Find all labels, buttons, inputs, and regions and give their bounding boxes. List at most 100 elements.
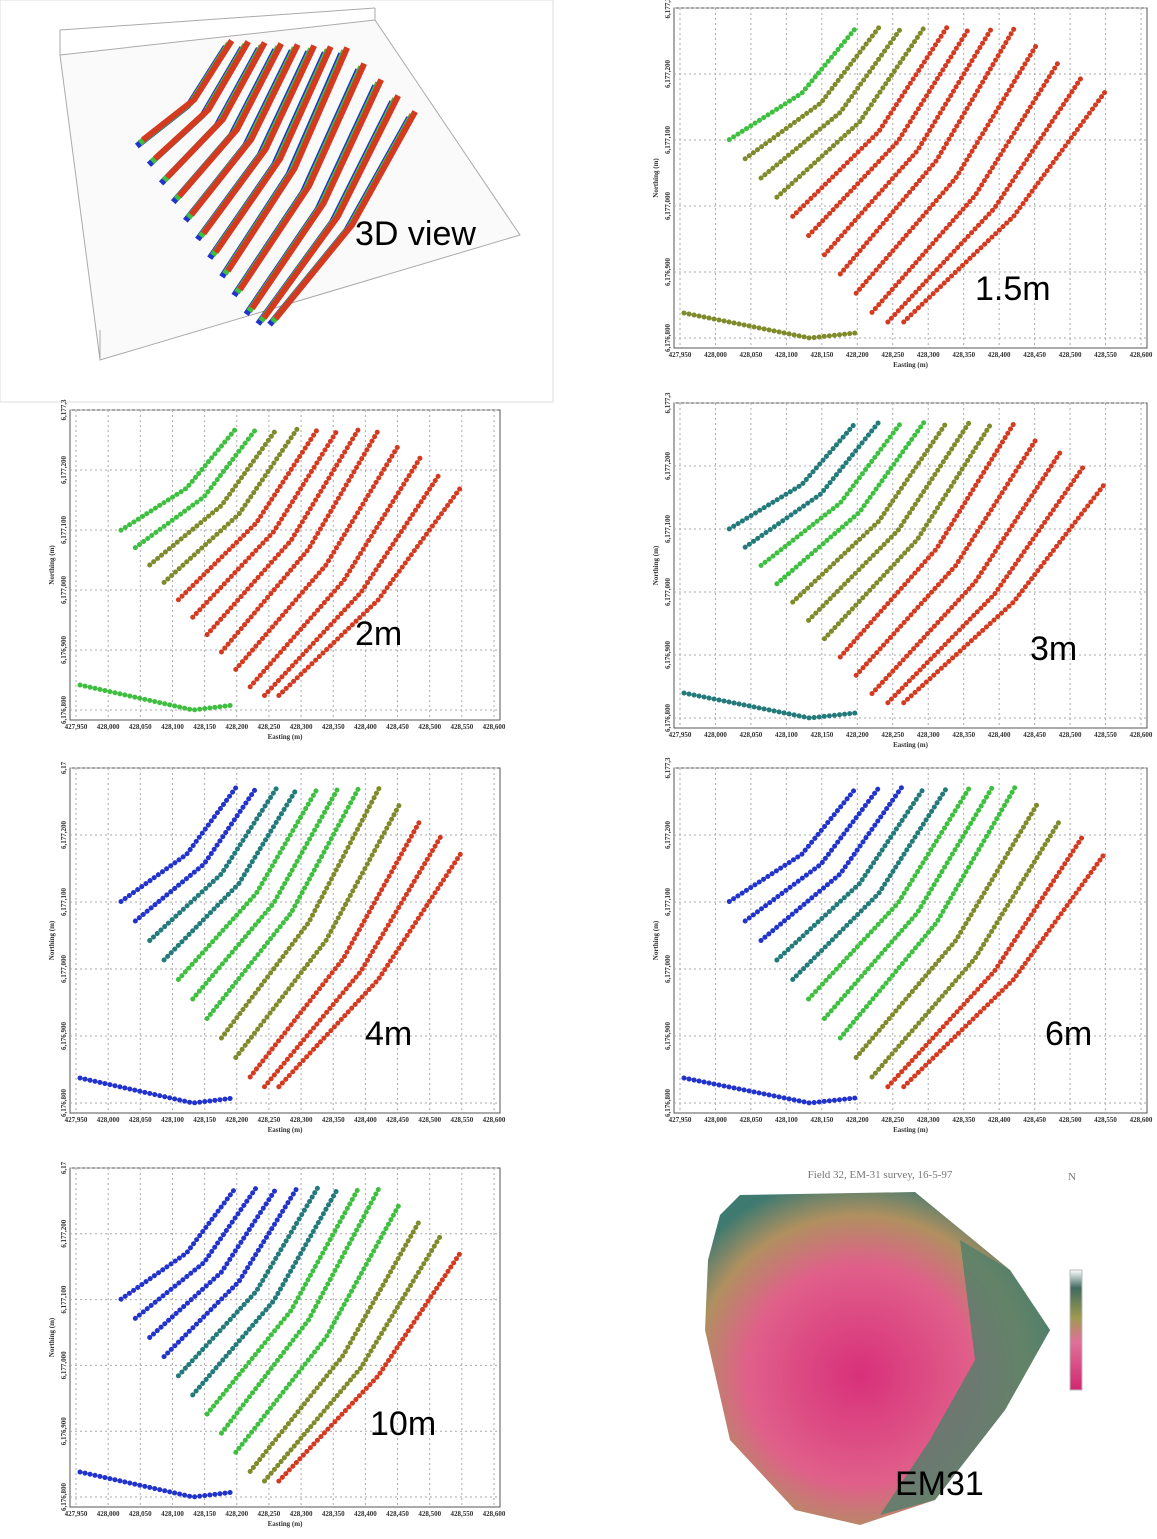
x-tick-label: 428,400 [354,1116,377,1124]
x-tick-label: 427,950 [669,731,692,739]
x-tick-label: 428,200 [225,723,248,731]
y-tick-label: 6,177,3 [664,0,672,19]
y-tick-label: 6,177,000 [664,955,672,984]
north-arrow: N [1068,1171,1076,1183]
y-tick-label: 6,177,200 [60,1219,68,1248]
y-tick-label: 6,177,000 [60,1351,68,1380]
x-tick-label: 428,550 [450,1510,473,1518]
x-tick-label: 428,000 [97,1510,120,1518]
plot-panel: 427,950 428,000 428,050 428,100 428,150 428,2… [48,761,506,1134]
x-tick-label: 428,100 [161,723,184,731]
x-tick-label: 427,950 [65,723,88,731]
survey-track [806,419,972,623]
x-tick-label: 428,050 [740,1116,763,1124]
survey-track [901,89,1108,325]
x-tick-label: 428,200 [225,1116,248,1124]
survey-track [132,1185,259,1321]
survey-track [837,419,1018,660]
track-3d [201,44,317,236]
map-title: Field 32, EM-31 survey, 16-5-97 [808,1169,953,1181]
y-tick-label: 6,176,800 [60,1483,68,1512]
x-tick-label: 428,050 [129,1116,152,1124]
survey-track [790,785,950,982]
y-tick-label: 6,177,200 [60,821,68,850]
y-tick-label: 6,176,900 [664,641,672,670]
survey-track [276,484,464,698]
x-tick-label: 428,150 [193,723,216,731]
x-tick-label: 428,450 [386,1116,409,1124]
x-tick-label: 428,200 [846,351,869,359]
survey-track [726,785,859,904]
x-tick-label: 428,300 [917,1116,940,1124]
x-tick-label: 428,500 [418,1116,441,1124]
survey-track [218,785,382,1041]
y-tick-label: 6,177,000 [664,192,672,221]
survey-track [806,25,972,239]
panel-label: 3m [1030,630,1077,668]
x-axis-title: Easting (m) [268,1520,303,1528]
x-tick-label: 428,500 [1059,731,1082,739]
survey-track [821,785,995,1021]
y-tick-label: 6,177,3 [664,392,672,414]
x-tick-label: 428,200 [846,731,869,739]
survey-track [726,419,859,532]
survey-track [262,1232,444,1484]
x-tick-label: 428,000 [97,723,120,731]
x-tick-label: 428,400 [988,731,1011,739]
survey-track [118,426,239,533]
x-tick-label: 428,250 [258,723,281,731]
x-tick-label: 428,600 [483,723,506,731]
survey-track [161,1185,300,1360]
plot-frame [69,409,501,721]
x-tick-label: 428,300 [917,731,940,739]
plot-frame [69,1167,501,1508]
y-tick-label: 6,177,3 [664,757,672,779]
x-tick-label: 428,600 [1130,731,1153,739]
survey-track [147,426,280,568]
y-tick-label: 6,177,100 [60,888,68,917]
survey-track [175,1185,321,1379]
x-tick-label: 428,050 [740,351,763,359]
survey-track [161,426,300,585]
x-tick-label: 428,550 [450,723,473,731]
panel-label: EM31 [895,1465,984,1503]
y-tick-label: 6,176,800 [664,704,672,733]
track-3d [225,46,350,273]
x-tick-label: 428,050 [740,731,763,739]
y-tick-label: 6,176,800 [60,1089,68,1118]
y-tick-label: 6,176,900 [664,1022,672,1051]
survey-track [885,834,1086,1090]
y-tick-label: 6,177,100 [60,1285,68,1314]
y-tick-label: 6,176,900 [60,1022,68,1051]
x-tick-label: 428,300 [290,723,313,731]
x-tick-label: 428,150 [810,1116,833,1124]
x-tick-label: 428,350 [322,1510,345,1518]
survey-track [726,25,859,143]
track-3d [176,42,284,199]
x-tick-label: 428,600 [1130,1116,1153,1124]
y-axis-title: Northing (m) [652,545,660,585]
x-tick-label: 428,200 [846,1116,869,1124]
y-tick-label: 6,177,100 [664,888,672,917]
x-tick-label: 428,100 [161,1510,184,1518]
y-axis-title: Northing (m) [48,545,56,585]
survey-track [77,1075,237,1106]
x-tick-label: 428,500 [418,723,441,731]
survey-track [147,785,280,943]
survey-track [901,480,1108,706]
x-tick-label: 428,400 [354,1510,377,1518]
survey-track [118,785,239,904]
survey-track [77,1469,237,1500]
x-axis-title: Easting (m) [268,1126,303,1134]
x-tick-label: 428,350 [952,351,975,359]
em31-zone [880,1240,1050,1515]
track-3d [273,110,418,321]
x-tick-label: 428,100 [161,1116,184,1124]
track-3d [189,43,301,217]
x-tick-label: 428,300 [290,1116,313,1124]
x-tick-label: 428,350 [322,1116,345,1124]
x-tick-label: 428,000 [704,1116,727,1124]
survey-track [901,850,1108,1090]
y-tick-label: 6,176,900 [60,636,68,665]
